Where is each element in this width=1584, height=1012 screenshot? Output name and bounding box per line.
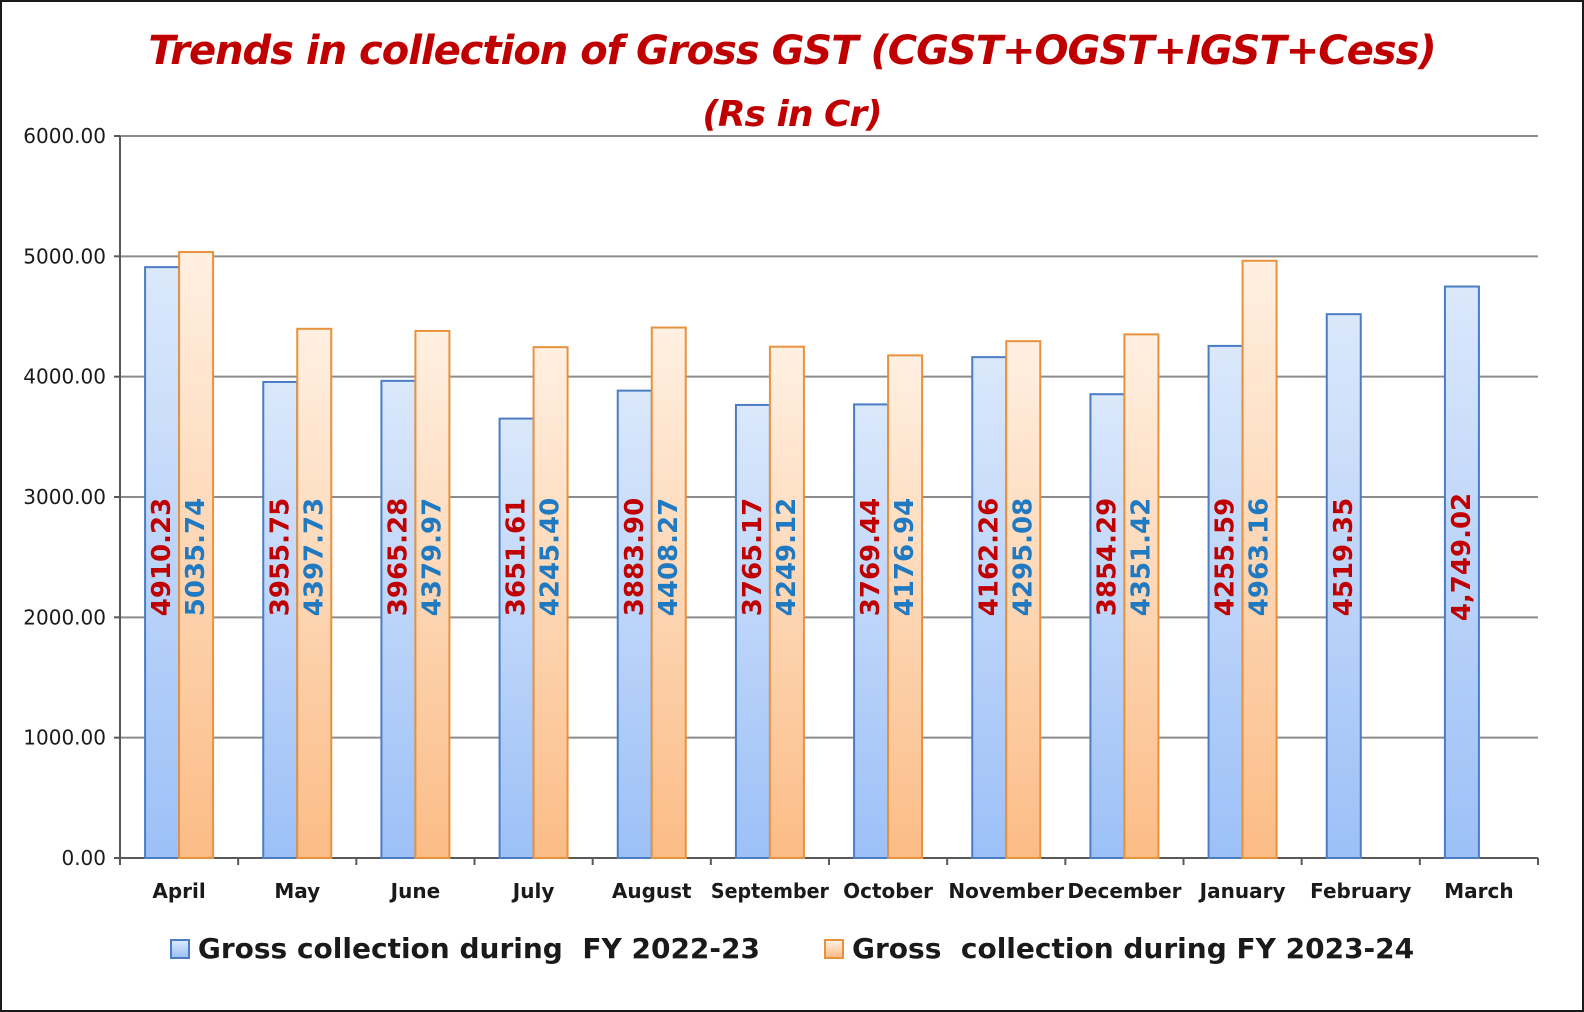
bar-fy2022-23 [853, 403, 890, 859]
x-tick-label: May [274, 879, 320, 903]
chart-title: Trends in collection of Gross GST (CGST+… [148, 28, 1436, 74]
x-tick-label: March [1444, 879, 1513, 903]
bar-fy2022-23 [1443, 285, 1480, 859]
y-tick-label: 0.00 [61, 846, 106, 870]
bar-fy2023-24 [178, 251, 215, 860]
bar-fy2023-24 [887, 354, 924, 859]
legend-entry-fy2022-23: Gross collection during FY 2022-23 [169, 932, 760, 965]
x-tick-label: April [152, 879, 205, 903]
x-tick-label: November [948, 879, 1064, 903]
legend-swatch-fy2022-23 [169, 938, 190, 959]
data-label: 3965.28 [383, 498, 413, 616]
y-tick-label: 3000.00 [23, 485, 106, 509]
data-label: 4295.08 [1008, 498, 1038, 616]
data-label: 5035.74 [181, 498, 211, 616]
bar-fy2023-24 [1123, 333, 1160, 859]
bar-fy2023-24 [532, 346, 569, 859]
bar-fy2023-24 [650, 326, 687, 860]
bar-fy2023-24 [414, 329, 451, 859]
data-label: 3769.44 [856, 498, 886, 616]
data-label: 3854.29 [1092, 498, 1122, 616]
data-label: 4351.42 [1126, 498, 1156, 616]
bar-fy2022-23 [734, 403, 771, 859]
data-label: 4249.12 [772, 498, 802, 616]
bar-fy2023-24 [768, 345, 805, 859]
y-tick-label: 4000.00 [23, 365, 106, 389]
data-label: 4255.59 [1211, 498, 1241, 616]
data-label: 3883.90 [620, 498, 650, 616]
data-label: 4408.27 [654, 498, 684, 616]
legend-label-fy2023-24: Gross collection during FY 2023-24 [852, 932, 1415, 965]
data-label: 3651.61 [502, 498, 532, 616]
y-tick-label: 5000.00 [23, 244, 106, 268]
data-label: 4519.35 [1329, 498, 1359, 616]
x-tick-label: July [511, 879, 555, 903]
legend-entry-fy2023-24: Gross collection during FY 2023-24 [824, 932, 1414, 965]
bar-fy2023-24 [1241, 259, 1278, 859]
data-label: 4245.40 [536, 498, 566, 616]
bar-fy2022-23 [380, 379, 417, 859]
data-label: 4379.97 [417, 498, 447, 616]
bar-fy2022-23 [144, 266, 181, 859]
data-label: 3765.17 [738, 498, 768, 616]
x-tick-label: June [389, 879, 440, 903]
data-label: 4176.94 [890, 498, 920, 616]
y-tick-label: 6000.00 [23, 124, 106, 148]
data-label: 4910.23 [147, 498, 177, 616]
legend: Gross collection during FY 2022-23 Gross… [2, 932, 1582, 965]
data-label: 4,749.02 [1447, 493, 1477, 621]
bar-fy2022-23 [262, 380, 299, 859]
x-tick-label: August [612, 879, 692, 903]
y-tick-label: 1000.00 [23, 726, 106, 750]
x-tick-label: December [1067, 879, 1181, 903]
x-tick-label: September [711, 879, 829, 903]
bar-fy2022-23 [1207, 344, 1244, 860]
data-label: 4397.73 [299, 498, 329, 616]
x-tick-label: October [843, 879, 933, 903]
bar-fy2022-23 [498, 417, 535, 859]
x-tick-label: February [1310, 879, 1411, 903]
chart-subtitle: (Rs in Cr) [702, 94, 882, 135]
bar-fy2023-24 [296, 327, 333, 859]
bar-fy2023-24 [1005, 340, 1042, 859]
bar-fy2022-23 [971, 356, 1008, 859]
data-label: 3955.75 [265, 498, 295, 616]
y-tick-label: 2000.00 [23, 605, 106, 629]
legend-label-fy2022-23: Gross collection during FY 2022-23 [197, 932, 760, 965]
bar-fy2022-23 [1325, 313, 1362, 859]
legend-swatch-fy2023-24 [824, 938, 844, 959]
data-label: 4963.16 [1245, 498, 1275, 616]
bar-fy2022-23 [1089, 393, 1126, 859]
data-label: 4162.26 [974, 498, 1004, 616]
x-tick-label: January [1198, 879, 1286, 903]
bar-fy2022-23 [616, 389, 653, 859]
